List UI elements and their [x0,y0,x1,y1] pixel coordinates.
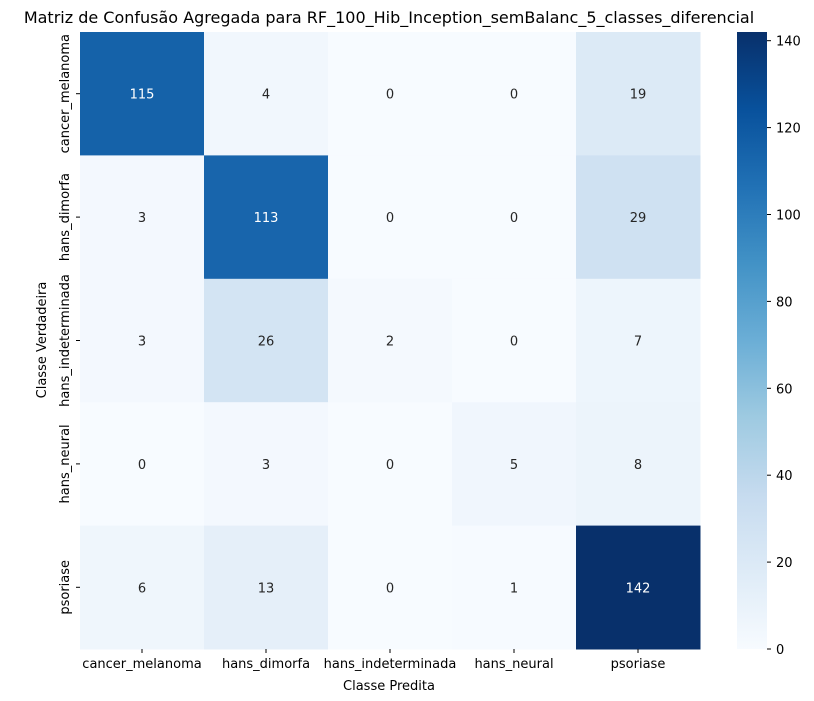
heatmap-cell-r3-c2 [328,402,453,527]
colorbar-tick-label-100: 100 [776,208,801,223]
colorbar-tick-label-0: 0 [776,643,784,658]
heatmap-cell-values: 115 4 0 0 19 3 113 0 0 29 3 26 2 0 7 0 3 0 5 8 6 13 0 1 142 [130,88,651,597]
heatmap-cell-r2-c2 [328,278,453,403]
y-tick-label-cancer_melanoma: cancer_melanoma [58,34,73,153]
heatmap-cell-r0-c0 [80,32,205,156]
heatmap-cell-r0-c2 [328,32,453,156]
heatmap-cell-r4-c4 [576,525,701,650]
y-axis-ticks: cancer_melanoma hans_dimorfa hans_indeterm… [58,34,80,615]
x-tick-label-hans_neural: hans_neural [474,657,553,672]
x-tick-label-hans_indeterminada: hans_indeterminada [324,657,457,672]
heatmap-cell-r3-c4 [576,402,701,527]
cell-value-r2-c2: 2 [386,335,394,350]
heatmap-cell-r1-c3 [452,155,577,280]
colorbar-tick-label-120: 120 [776,122,801,137]
cell-value-r1-c1: 113 [254,211,279,226]
heatmap-cell-r2-c0 [80,278,205,403]
colorbar-ticks: 0 20 40 60 80 100 120 140 [767,35,801,658]
cell-value-r4-c1: 13 [258,581,275,596]
heatmap-cells [80,32,701,650]
cell-value-r3-c0: 0 [138,458,146,473]
heatmap-cell-r2-c3 [452,278,577,403]
x-axis-ticks: cancer_melanoma hans_dimorfa hans_indeterm… [82,649,665,672]
cell-value-r0-c2: 0 [386,88,394,103]
colorbar-tick-label-60: 60 [776,382,793,397]
heatmap-cell-r4-c2 [328,525,453,650]
cell-value-r3-c2: 0 [386,458,394,473]
heatmap-cell-r3-c1 [204,402,329,527]
cell-value-r1-c4: 29 [630,211,647,226]
x-tick-label-cancer_melanoma: cancer_melanoma [82,657,201,672]
cell-value-r2-c4: 7 [634,335,642,350]
heatmap-cell-r2-c4 [576,278,701,403]
y-axis-label: Classe Verdadeira [35,282,50,399]
cell-value-r1-c0: 3 [138,211,146,226]
x-tick-label-psoriase: psoriase [611,657,666,672]
cell-value-r1-c3: 0 [510,211,518,226]
heatmap-cell-r1-c2 [328,155,453,280]
x-tick-label-hans_dimorfa: hans_dimorfa [222,657,310,672]
heatmap-cell-r4-c3 [452,525,577,650]
heatmap-cell-r1-c4 [576,155,701,280]
y-tick-label-hans_neural: hans_neural [58,424,73,503]
cell-value-r3-c3: 5 [510,458,518,473]
heatmap-cell-r3-c3 [452,402,577,527]
heatmap-cell-r4-c0 [80,525,205,650]
cell-value-r4-c3: 1 [510,581,518,596]
cell-value-r2-c0: 3 [138,335,146,350]
y-tick-label-hans_dimorfa: hans_dimorfa [58,173,73,261]
chart-title: Matriz de Confusão Agregada para RF_100_… [24,8,754,28]
heatmap-cell-r1-c1 [204,155,329,280]
y-tick-label-hans_indeterminada: hans_indeterminada [58,274,73,407]
y-tick-label-psoriase: psoriase [58,560,73,615]
heatmap-cell-r1-c0 [80,155,205,280]
colorbar-tick-label-140: 140 [776,35,801,50]
cell-value-r4-c4: 142 [626,581,651,596]
heatmap-cell-r0-c1 [204,32,329,156]
heatmap-cell-r0-c4 [576,32,701,156]
cell-value-r0-c0: 115 [130,88,155,103]
cell-value-r4-c2: 0 [386,581,394,596]
cell-value-r0-c1: 4 [262,88,270,103]
cell-value-r2-c3: 0 [510,335,518,350]
cell-value-r1-c2: 0 [386,211,394,226]
colorbar-tick-label-80: 80 [776,295,793,310]
colorbar [737,32,767,649]
heatmap-cell-r4-c1 [204,525,329,650]
cell-value-r2-c1: 26 [258,335,275,350]
cell-value-r3-c1: 3 [262,458,270,473]
cell-value-r3-c4: 8 [634,458,642,473]
x-axis-label: Classe Predita [343,679,435,694]
heatmap-cell-r0-c3 [452,32,577,156]
colorbar-tick-label-20: 20 [776,556,793,571]
heatmap-cell-r3-c0 [80,402,205,527]
cell-value-r0-c3: 0 [510,88,518,103]
cell-value-r0-c4: 19 [630,88,647,103]
colorbar-tick-label-40: 40 [776,469,793,484]
heatmap-cell-r2-c1 [204,278,329,403]
cell-value-r4-c0: 6 [138,581,146,596]
